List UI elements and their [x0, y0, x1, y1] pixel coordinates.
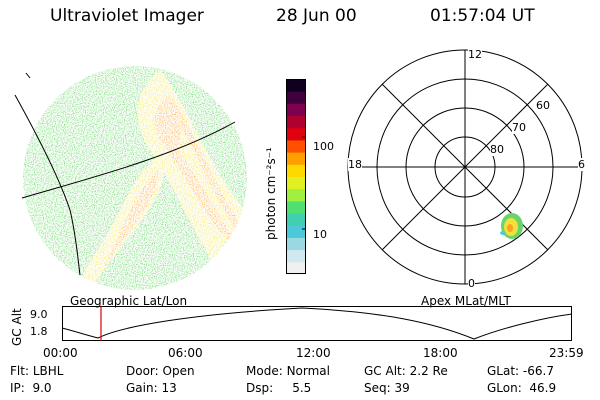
colorbar-segment [286, 103, 306, 117]
altitude-timeline-plot [61, 306, 573, 341]
lat-label-80: 80 [490, 143, 504, 156]
colorbar-segment [286, 127, 306, 141]
colorbar-segment [286, 213, 306, 226]
colorbar-segment [286, 176, 306, 190]
status-ip: IP: 9.0 [10, 381, 52, 395]
timeline-ytick-low: 1.8 [30, 325, 48, 338]
date-label: 28 Jun 00 [276, 6, 357, 26]
timeline-xtick-0000: 00:00 [43, 346, 78, 360]
polar-mlat-mlt-plot [347, 49, 583, 285]
geographic-label: Geographic Lat/Lon [70, 294, 188, 308]
colorbar-segment [286, 200, 306, 214]
status-seq: Seq: 39 [364, 381, 410, 395]
status-gain: Gain: 13 [126, 381, 177, 395]
mlt-label-0: 0 [468, 277, 475, 290]
instrument-title: Ultraviolet Imager [50, 6, 204, 26]
colorbar-frame [286, 79, 306, 274]
timeline-ytick-high: 9.0 [30, 308, 48, 321]
color-scale-bar [286, 79, 306, 275]
colorbar-segment [286, 91, 306, 104]
colorbar-segment [286, 164, 306, 177]
mlt-label-6: 6 [578, 158, 585, 171]
colorbar-segment [286, 237, 306, 251]
uv-image-panel [14, 66, 247, 290]
lat-label-60: 60 [536, 99, 550, 112]
status-flt: Flt: LBHL [10, 364, 64, 378]
lat-label-70: 70 [512, 121, 526, 134]
timeline-xtick-1800: 18:00 [423, 346, 458, 360]
timeline-ylabel: GC Alt [10, 308, 24, 346]
colorbar-segment [286, 115, 306, 129]
time-label: 01:57:04 UT [430, 6, 535, 26]
status-door: Door: Open [126, 364, 195, 378]
colorbar-segment [286, 139, 306, 153]
status-dsp: Dsp: 5.5 [246, 381, 312, 395]
colorbar-segment [286, 261, 306, 275]
colorbar-unit-label: photon cm⁻²s⁻¹ [264, 147, 278, 240]
mlt-label-18: 18 [348, 158, 362, 171]
colorbar-segment [286, 188, 306, 202]
colorbar-segment [286, 249, 306, 263]
status-glat: GLat: -66.7 [487, 364, 554, 378]
status-mode: Mode: Normal [246, 364, 330, 378]
mlt-label-12: 12 [468, 48, 482, 61]
status-glon: GLon: 46.9 [487, 381, 557, 395]
timeline-xtick-1200: 12:00 [296, 346, 331, 360]
colorbar-segment [286, 152, 306, 165]
apex-label: Apex MLat/MLT [421, 294, 511, 308]
colorbar-segment [286, 225, 306, 238]
colorbar-segment [286, 79, 306, 92]
timeline-xtick-2359: 23:59 [549, 346, 584, 360]
colorbar-tick-10: 10 [313, 228, 327, 241]
status-gc-alt: GC Alt: 2.2 Re [364, 364, 448, 378]
timeline-xtick-0600: 06:00 [168, 346, 203, 360]
colorbar-tick-100: 100 [313, 140, 334, 153]
